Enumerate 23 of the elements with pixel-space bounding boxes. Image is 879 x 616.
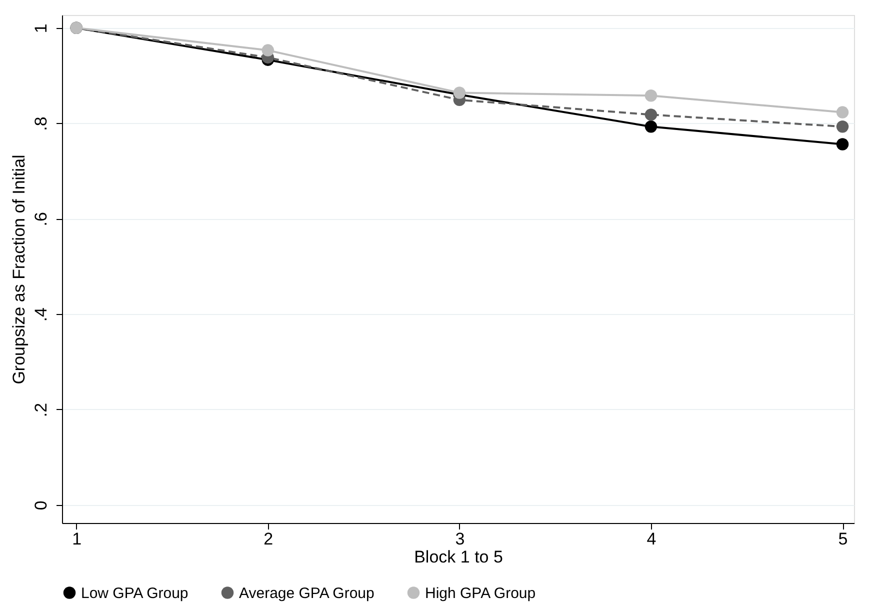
y-tick-label: 1	[32, 24, 50, 34]
point	[644, 120, 658, 133]
y-tick-label: 0	[32, 500, 50, 510]
x-tick-label: 2	[264, 530, 274, 548]
y-axis-title: Groupsize as Fraction of Initial	[10, 154, 28, 384]
x-tick-label: 4	[646, 530, 656, 548]
point	[836, 138, 849, 150]
y-tick-label: .2	[32, 402, 50, 418]
y-tick-label: .8	[32, 116, 50, 131]
point	[836, 106, 849, 118]
point	[644, 90, 658, 102]
legend-label: Average GPA Group	[239, 584, 374, 602]
point	[836, 120, 849, 133]
x-tick-label: 5	[838, 530, 848, 548]
y-tick-label: .4	[32, 307, 50, 322]
x-tick-label: 3	[455, 530, 465, 548]
x-axis-title: Block 1 to 5	[414, 548, 503, 566]
point	[644, 108, 658, 121]
legend-label: Low GPA Group	[81, 584, 188, 602]
y-tick-label: .6	[32, 212, 50, 226]
x-tick-label: 1	[72, 530, 82, 548]
point	[262, 44, 274, 56]
legend-label: High GPA Group	[425, 584, 536, 602]
